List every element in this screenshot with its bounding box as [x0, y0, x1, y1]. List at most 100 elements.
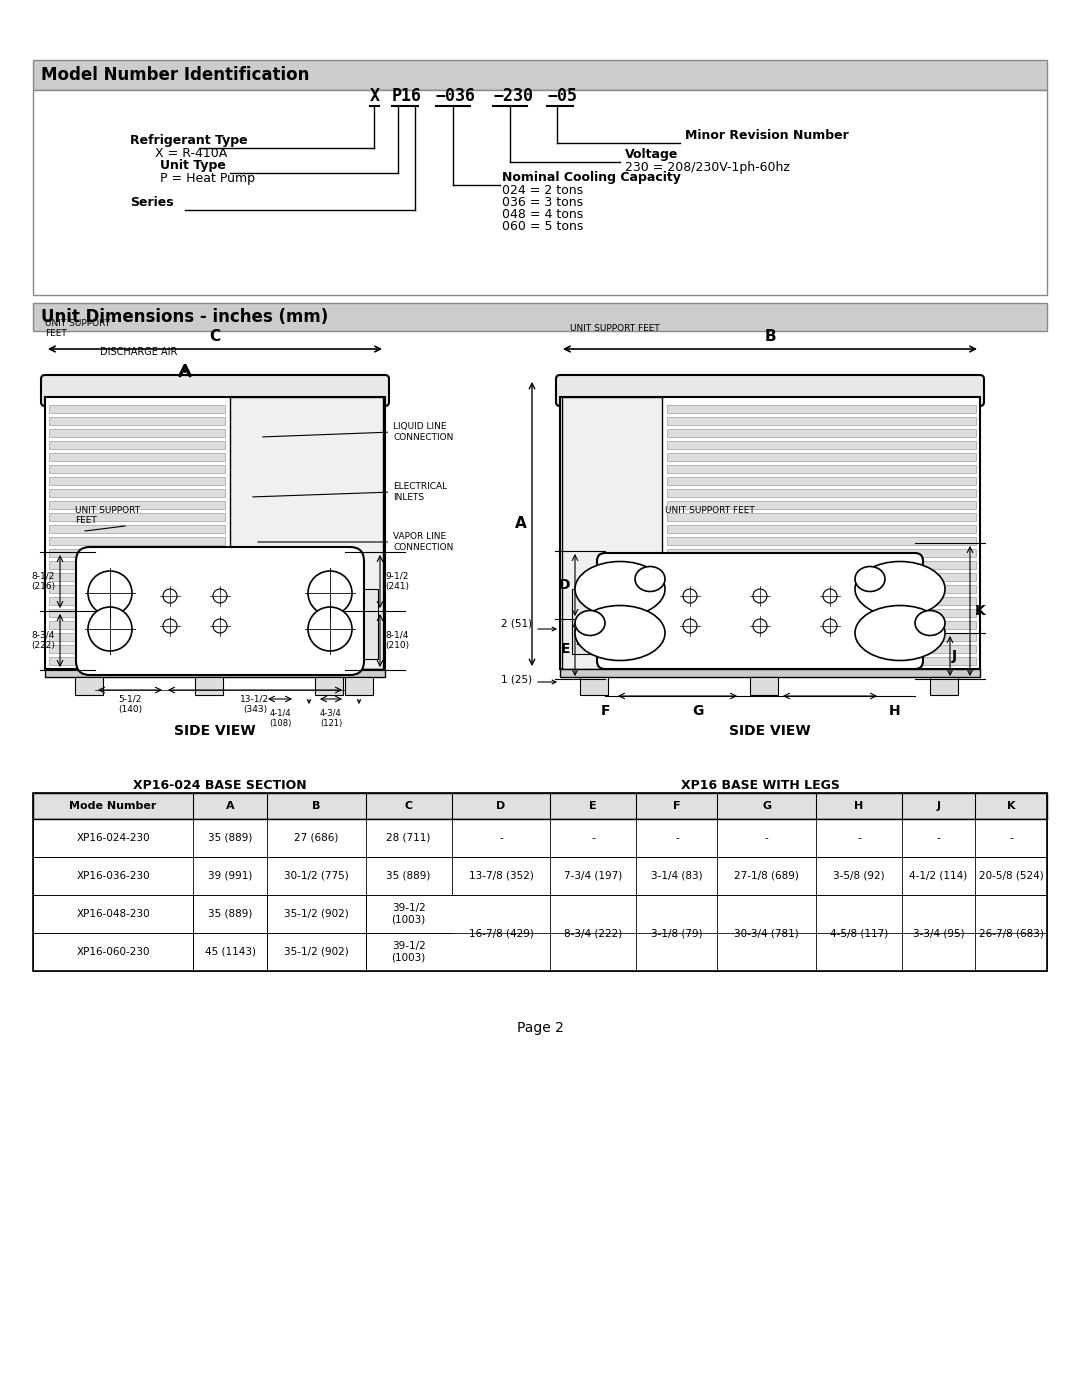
Bar — [49, 573, 225, 581]
Text: 39-1/2
(1003): 39-1/2 (1003) — [392, 904, 426, 925]
Bar — [49, 549, 225, 557]
Bar — [49, 622, 225, 629]
Text: 35 (889): 35 (889) — [387, 870, 431, 882]
Text: 060 = 5 tons: 060 = 5 tons — [502, 219, 583, 233]
Text: 8-3/4
(222): 8-3/4 (222) — [31, 631, 55, 650]
Bar — [49, 465, 225, 474]
Text: 024 = 2 tons: 024 = 2 tons — [502, 184, 583, 197]
Bar — [667, 476, 976, 485]
Text: -: - — [499, 833, 503, 842]
Text: K: K — [975, 604, 986, 617]
Ellipse shape — [915, 610, 945, 636]
Text: 3-1/8 (79): 3-1/8 (79) — [651, 928, 703, 937]
Text: 20-5/8 (524): 20-5/8 (524) — [978, 870, 1043, 882]
Bar — [49, 416, 225, 425]
Circle shape — [308, 571, 352, 615]
Circle shape — [683, 590, 697, 604]
Text: Unit Dimensions - inches (mm): Unit Dimensions - inches (mm) — [41, 307, 328, 326]
Text: 036 = 3 tons: 036 = 3 tons — [502, 196, 583, 210]
Text: F: F — [600, 704, 610, 718]
Bar — [667, 429, 976, 437]
Text: -: - — [765, 833, 769, 842]
Text: X: X — [370, 87, 380, 105]
Text: C: C — [210, 330, 220, 344]
Bar — [33, 60, 1047, 89]
Bar — [45, 397, 384, 669]
Text: -: - — [675, 833, 678, 842]
Text: -: - — [936, 833, 941, 842]
Text: −05: −05 — [546, 87, 577, 105]
Text: 8-1/2
(216): 8-1/2 (216) — [31, 571, 55, 591]
Bar — [667, 645, 976, 652]
Bar — [562, 397, 662, 669]
Text: Model Number Identification: Model Number Identification — [41, 66, 309, 84]
Bar — [230, 397, 383, 669]
Text: X = R-410A: X = R-410A — [156, 147, 227, 161]
Text: 30-3/4 (781): 30-3/4 (781) — [734, 928, 799, 937]
Bar — [195, 678, 222, 694]
Bar — [49, 489, 225, 497]
FancyBboxPatch shape — [76, 548, 364, 675]
Text: -: - — [1009, 833, 1013, 842]
Text: Mode Number: Mode Number — [69, 800, 157, 812]
Bar — [667, 549, 976, 557]
Bar — [235, 590, 378, 659]
Circle shape — [823, 619, 837, 633]
Circle shape — [683, 619, 697, 633]
Text: 4-1/4
(108): 4-1/4 (108) — [269, 710, 292, 728]
Text: 30-1/2 (775): 30-1/2 (775) — [284, 870, 349, 882]
Text: G: G — [762, 800, 771, 812]
Bar — [315, 678, 343, 694]
Text: 7-3/4 (197): 7-3/4 (197) — [564, 870, 622, 882]
Text: 35 (889): 35 (889) — [208, 833, 253, 842]
Text: 3-5/8 (92): 3-5/8 (92) — [833, 870, 885, 882]
Text: LIQUID LINE
CONNECTION: LIQUID LINE CONNECTION — [262, 422, 454, 441]
Text: 39 (991): 39 (991) — [208, 870, 253, 882]
Ellipse shape — [635, 567, 665, 591]
Bar — [49, 536, 225, 545]
Bar — [33, 933, 1047, 971]
Bar — [667, 573, 976, 581]
Text: 4-3/4
(121): 4-3/4 (121) — [320, 710, 342, 728]
Text: P = Heat Pump: P = Heat Pump — [160, 172, 255, 184]
Text: 16-7/8 (429): 16-7/8 (429) — [469, 928, 534, 937]
Circle shape — [823, 590, 837, 604]
Bar — [667, 441, 976, 448]
Bar — [667, 513, 976, 521]
Bar — [667, 633, 976, 641]
Text: Unit Type: Unit Type — [160, 159, 226, 172]
Text: 8-1/4
(210): 8-1/4 (210) — [384, 631, 409, 650]
Text: 13-7/8 (352): 13-7/8 (352) — [469, 870, 534, 882]
Bar — [577, 619, 602, 644]
Bar — [667, 525, 976, 534]
Bar — [667, 405, 976, 414]
Text: J: J — [936, 800, 941, 812]
Text: 4-1/2 (114): 4-1/2 (114) — [909, 870, 968, 882]
Bar — [33, 793, 1047, 971]
Bar — [667, 609, 976, 617]
Text: K: K — [1007, 800, 1015, 812]
Bar — [667, 536, 976, 545]
Text: Nominal Cooling Capacity: Nominal Cooling Capacity — [502, 170, 680, 184]
Bar — [49, 513, 225, 521]
Text: Refrigerant Type: Refrigerant Type — [130, 134, 247, 147]
FancyBboxPatch shape — [597, 553, 923, 669]
Text: B: B — [765, 330, 775, 344]
Bar — [580, 678, 608, 694]
Ellipse shape — [855, 567, 885, 591]
Text: UNIT SUPPORT
FEET: UNIT SUPPORT FEET — [75, 506, 140, 525]
Ellipse shape — [575, 610, 605, 636]
Text: UNIT SUPPORT FEET: UNIT SUPPORT FEET — [665, 506, 755, 515]
Bar — [49, 609, 225, 617]
Text: 35 (889): 35 (889) — [208, 909, 253, 919]
Text: P16: P16 — [392, 87, 422, 105]
Text: XP16-060-230: XP16-060-230 — [77, 947, 150, 957]
Bar — [667, 416, 976, 425]
Bar — [49, 502, 225, 509]
Bar — [561, 397, 980, 669]
Bar — [667, 465, 976, 474]
Text: A: A — [515, 517, 527, 531]
Text: F: F — [673, 800, 680, 812]
Bar — [345, 678, 373, 694]
Bar — [49, 597, 225, 605]
